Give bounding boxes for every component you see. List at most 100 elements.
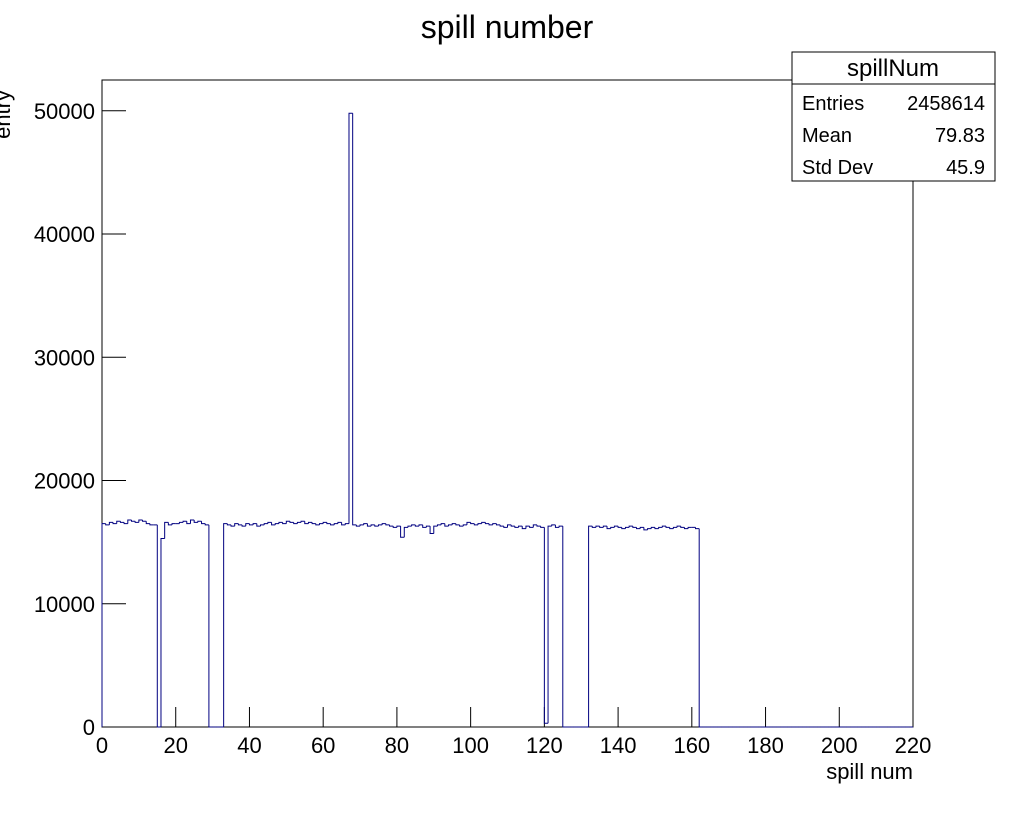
histogram-bin (407, 525, 412, 528)
x-tick-label: 60 (311, 733, 335, 758)
histogram-bin (400, 526, 405, 538)
histogram-bin (425, 525, 431, 528)
histogram-bin (613, 525, 619, 528)
histogram-bin (433, 525, 438, 534)
histogram-bin (484, 522, 490, 525)
histogram-bin (142, 519, 147, 522)
histogram-bin (547, 525, 552, 724)
histogram-bin (282, 522, 287, 525)
histogram-bin (624, 526, 630, 529)
histogram-bin (521, 526, 526, 530)
histogram-bin (186, 521, 191, 525)
histogram-bin (455, 523, 460, 526)
histogram-bin (234, 523, 239, 527)
histogram-bin (226, 523, 232, 526)
histogram-bin (208, 524, 213, 728)
histogram-bin (182, 520, 187, 523)
histogram-bin (352, 113, 357, 526)
histogram-bin (377, 524, 383, 527)
histogram-bin (245, 523, 250, 527)
histogram-bin (289, 521, 294, 523)
histogram-bin (197, 520, 202, 523)
histogram-bin (178, 521, 184, 524)
histogram-bin (263, 523, 268, 525)
histogram-bin (389, 524, 394, 527)
histogram-bin (330, 523, 335, 526)
histogram-bin (119, 521, 125, 523)
histogram-bin (307, 521, 313, 524)
histogram-bin (341, 522, 346, 526)
stats-title: spillNum (847, 55, 939, 82)
histogram-bin (669, 527, 674, 530)
histogram-bin (459, 524, 464, 527)
x-tick-label: 160 (673, 733, 710, 758)
histogram-bin (621, 527, 626, 530)
histogram-bin (359, 524, 364, 527)
y-tick-label: 0 (83, 715, 95, 740)
histogram-bin (444, 523, 449, 527)
histogram-bin (451, 523, 456, 525)
histogram-bin (676, 525, 681, 528)
histogram-bin (149, 523, 154, 526)
histogram-bin (492, 523, 497, 525)
histogram-bin (156, 524, 161, 728)
histogram-bin (355, 524, 361, 527)
histogram-bin (518, 525, 523, 528)
histogram-bin (189, 519, 195, 524)
histogram-bin (532, 524, 537, 528)
y-tick-label: 40000 (34, 222, 95, 247)
histogram-bin (462, 524, 467, 527)
histogram-bin (695, 527, 700, 530)
histogram-bin (311, 522, 316, 525)
x-tick-label: 180 (747, 733, 784, 758)
histogram-bin (466, 521, 471, 525)
histogram-bin (164, 521, 169, 539)
histogram-bin (381, 523, 386, 525)
x-tick-label: 100 (452, 733, 489, 758)
histogram-bin (396, 525, 401, 528)
histogram-bin (145, 521, 150, 525)
histogram-bin (683, 527, 689, 530)
histogram-bin (554, 524, 560, 528)
histogram-bin (296, 521, 302, 524)
histogram-bin (617, 526, 622, 528)
histogram-bin (204, 523, 209, 526)
histogram-bin (499, 524, 504, 527)
histogram-bin (536, 524, 541, 527)
histogram-bin (503, 526, 508, 528)
y-axis-label: entry (0, 90, 15, 139)
histogram-bin (540, 526, 545, 528)
histogram-bin (636, 527, 641, 530)
histogram-bin (241, 524, 246, 527)
stats-value: 45.9 (946, 157, 985, 179)
histogram-bin (628, 525, 633, 528)
histogram-bin (256, 523, 261, 527)
histogram-bin (558, 525, 563, 528)
x-tick-label: 200 (821, 733, 858, 758)
histogram-bin (602, 525, 608, 528)
histogram-bin (318, 523, 324, 525)
x-tick-label: 120 (526, 733, 563, 758)
histogram-bin (477, 523, 482, 525)
histogram-bin (507, 524, 512, 528)
histogram-bin (680, 526, 685, 528)
histogram-bin (436, 524, 442, 527)
histogram-bin (101, 523, 106, 727)
histogram-bin (344, 523, 349, 525)
histogram-bin (610, 526, 615, 529)
histogram-bin (201, 521, 206, 525)
histogram-bin (429, 526, 434, 535)
x-tick-label: 20 (163, 733, 187, 758)
histogram-bin (271, 522, 276, 526)
histogram-bin (470, 522, 475, 525)
histogram-bin (448, 524, 453, 527)
histogram-bin (230, 524, 235, 527)
histogram-bin (348, 112, 353, 524)
histogram-bin (543, 527, 549, 724)
histogram-bin (632, 526, 637, 528)
stats-value: 79.83 (935, 125, 985, 147)
histogram-bin (322, 521, 327, 524)
stats-label: Mean (802, 125, 852, 147)
histogram-bin (687, 526, 692, 529)
